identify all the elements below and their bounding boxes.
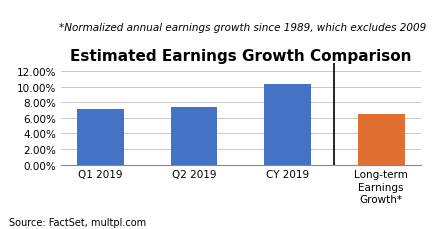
Bar: [264, 85, 311, 165]
Bar: [77, 110, 124, 165]
Bar: [171, 108, 217, 165]
Title: Estimated Earnings Growth Comparison: Estimated Earnings Growth Comparison: [70, 49, 411, 64]
Text: Source: FactSet, multpl.com: Source: FactSet, multpl.com: [9, 217, 146, 227]
Bar: [358, 114, 404, 165]
Text: *Normalized annual earnings growth since 1989, which excludes 2009: *Normalized annual earnings growth since…: [59, 23, 427, 33]
